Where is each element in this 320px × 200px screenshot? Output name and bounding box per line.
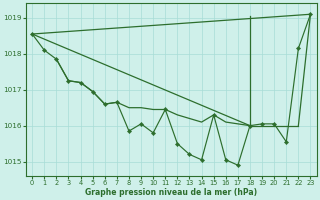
X-axis label: Graphe pression niveau de la mer (hPa): Graphe pression niveau de la mer (hPa) bbox=[85, 188, 257, 197]
